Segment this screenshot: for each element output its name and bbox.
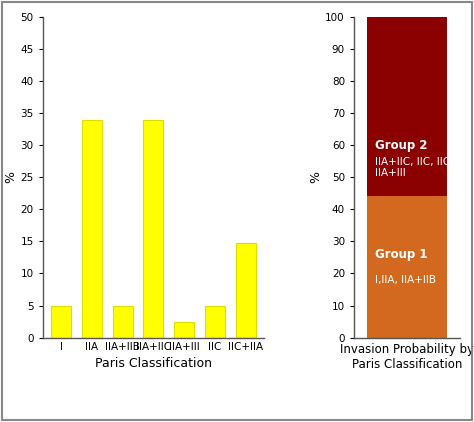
X-axis label: Invasion Probability by
Paris Classification: Invasion Probability by Paris Classifica… <box>340 343 474 371</box>
Text: Group 1: Group 1 <box>375 248 428 261</box>
X-axis label: Paris Classification: Paris Classification <box>95 357 212 371</box>
Bar <box>367 197 447 338</box>
Bar <box>143 119 164 338</box>
Y-axis label: %: % <box>5 171 18 183</box>
Bar <box>205 306 225 338</box>
Bar <box>113 306 133 338</box>
Bar <box>236 243 255 338</box>
Text: IIA+IIC, IIC, IIC+IIA,
IIA+III: IIA+IIC, IIC, IIC+IIA, IIA+III <box>375 157 474 179</box>
Y-axis label: %: % <box>310 171 322 183</box>
Text: I,IIA, IIA+IIB: I,IIA, IIA+IIB <box>375 275 436 285</box>
Bar <box>51 306 71 338</box>
Bar <box>367 17 447 197</box>
Bar <box>174 322 194 338</box>
Text: Group 2: Group 2 <box>375 139 428 151</box>
Bar <box>82 119 102 338</box>
